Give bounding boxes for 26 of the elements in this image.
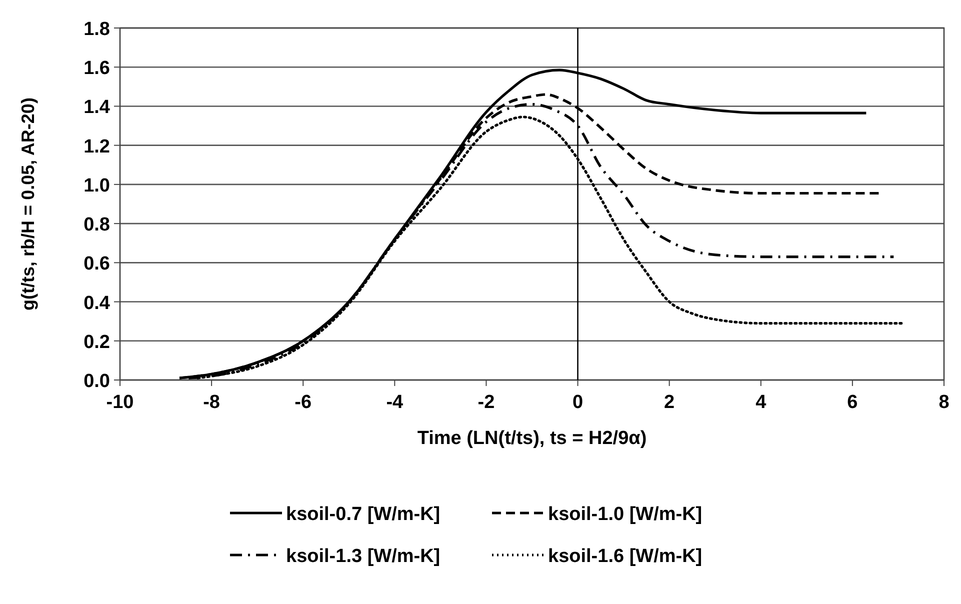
- x-tick-label: -4: [386, 392, 404, 413]
- legend-label: ksoil-0.7 [W/m-K]: [286, 504, 440, 525]
- x-tick-label: 6: [847, 392, 858, 413]
- y-tick-label: 1.6: [84, 58, 110, 80]
- x-tick-label: -6: [294, 392, 312, 413]
- y-tick-label: 0.4: [84, 292, 110, 314]
- y-tick-label: 1.4: [84, 97, 110, 118]
- y-tick-label: 0.6: [84, 254, 110, 275]
- y-tick-label: 1.2: [84, 136, 110, 158]
- x-tick-label: -10: [106, 392, 134, 413]
- x-axis-title: Time (LN(t/ts), ts = H2/9α): [417, 428, 647, 449]
- x-tick-label: -8: [203, 392, 220, 413]
- legend-label: ksoil-1.0 [W/m-K]: [548, 504, 702, 525]
- y-axis-title: g(t/ts, rb/H = 0.05, AR-20): [18, 98, 38, 310]
- y-tick-label: 1.0: [84, 175, 110, 196]
- legend-label: ksoil-1.6 [W/m-K]: [548, 546, 702, 567]
- x-tick-label: 2: [664, 392, 675, 413]
- x-tick-label: 8: [938, 392, 950, 413]
- y-tick-label: 0.0: [84, 371, 110, 392]
- x-tick-label: -2: [478, 392, 495, 413]
- x-tick-label: 0: [572, 392, 584, 413]
- x-tick-label: 4: [756, 392, 767, 413]
- y-tick-label: 1.8: [84, 19, 110, 40]
- legend-label: ksoil-1.3 [W/m-K]: [286, 546, 440, 567]
- y-tick-label: 0.2: [84, 332, 110, 353]
- y-tick-label: 0.8: [84, 214, 110, 236]
